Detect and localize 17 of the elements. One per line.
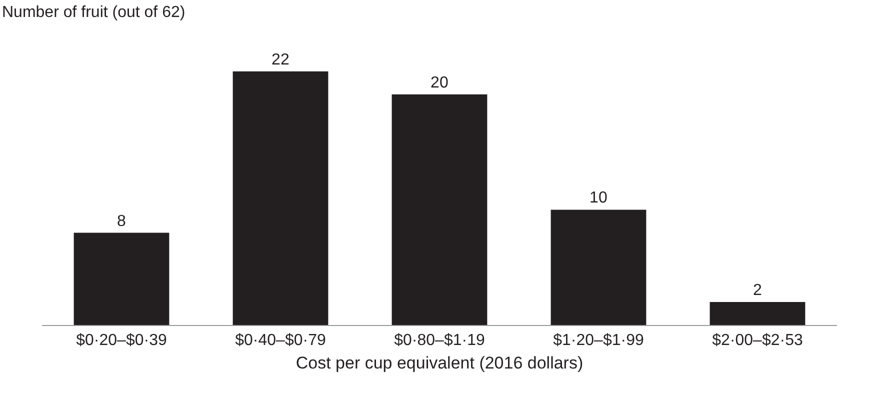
x-tick-label: $0·20–$0·39 [76, 332, 167, 350]
bar [232, 71, 328, 325]
bar [392, 94, 488, 325]
x-tick-label: $1·20–$1·99 [553, 332, 644, 350]
x-tick-label: $0·40–$0·79 [235, 332, 326, 350]
bar [550, 210, 646, 325]
data-label: 2 [753, 282, 762, 299]
x-tick-label: $0·80–$1·19 [394, 332, 485, 350]
bar [710, 302, 806, 325]
data-label: 8 [117, 212, 126, 230]
x-axis-title: Cost per cup equivalent (2016 dollars) [296, 354, 584, 373]
data-label: 10 [590, 190, 608, 207]
y-axis-title: Number of fruit (out of 62) [2, 4, 186, 21]
data-label: 22 [272, 51, 290, 68]
bar [74, 232, 170, 325]
x-tick-label: $2·00–$2·53 [712, 332, 803, 350]
data-label: 20 [430, 74, 448, 92]
